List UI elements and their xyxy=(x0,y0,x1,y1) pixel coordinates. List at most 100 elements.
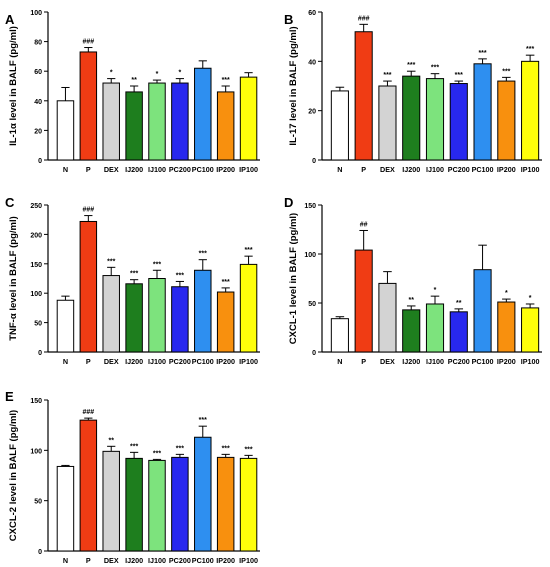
significance-label: ** xyxy=(456,300,462,307)
bar-pc100 xyxy=(473,269,492,353)
x-tick-label: IJ100 xyxy=(148,556,166,565)
bar-p xyxy=(79,51,98,161)
x-tick-label: PC100 xyxy=(192,556,214,565)
x-tick-label: IP100 xyxy=(239,357,258,366)
panel-letter: A xyxy=(5,12,15,27)
x-tick-label: IP100 xyxy=(521,165,540,174)
x-tick-label: N xyxy=(337,357,342,366)
bar-dex xyxy=(102,275,120,353)
bar-n xyxy=(330,90,349,161)
y-tick-label: 150 xyxy=(30,398,42,405)
chart-panel-e: E CXCL-2 level in BALF (pg/ml) 0 50 100 150 N #… xyxy=(5,389,260,565)
x-tick-label: IJ200 xyxy=(402,165,420,174)
bar-n xyxy=(56,465,75,552)
x-tick-label: P xyxy=(86,357,91,366)
chart-panel-a: AIL-1α level in BALF (pg/ml) 0 20 40 60 80 100… xyxy=(5,10,260,174)
bar-p xyxy=(354,31,373,161)
x-tick-label: IJ200 xyxy=(125,556,143,565)
significance-label: ### xyxy=(358,15,370,22)
bar-n xyxy=(56,299,75,353)
bar-pc200 xyxy=(449,311,468,353)
significance-label: *** xyxy=(199,251,207,258)
bar-ij100 xyxy=(425,78,445,161)
y-axis-label: IL-1α level in BALF (pg/ml) xyxy=(8,26,19,146)
bar-dex xyxy=(102,82,120,161)
x-tick-label: PC200 xyxy=(169,556,191,565)
x-tick-label: DEX xyxy=(104,165,119,174)
significance-label: *** xyxy=(383,72,391,79)
bar-ip100 xyxy=(239,263,258,353)
y-tick-label: 0 xyxy=(38,350,42,357)
bar-ip200 xyxy=(216,456,235,552)
significance-label: * xyxy=(179,70,182,77)
bar-ij100 xyxy=(148,82,166,161)
significance-label: *** xyxy=(222,445,230,452)
bar-ij200 xyxy=(125,283,143,353)
bar-ij200 xyxy=(125,91,143,161)
chart-panel-d: D CXCL-1 level in BALF (pg/ml) 0 50 100 150 N #… xyxy=(284,195,542,366)
bar-pc200 xyxy=(171,82,189,161)
y-axis-label: TNF-α level in BALF (pg/ml) xyxy=(8,216,19,341)
x-tick-label: P xyxy=(86,556,91,565)
x-tick-label: IJ100 xyxy=(148,357,166,366)
significance-label: *** xyxy=(153,261,161,268)
y-axis-label: CXCL-2 level in BALF (pg/ml) xyxy=(8,410,19,541)
x-tick-label: PC200 xyxy=(169,357,191,366)
y-tick-label: 20 xyxy=(34,128,42,135)
significance-label: *** xyxy=(526,46,534,53)
x-tick-label: DEX xyxy=(104,357,119,366)
significance-label: *** xyxy=(130,271,138,278)
x-tick-label: PC200 xyxy=(448,357,470,366)
y-tick-label: 150 xyxy=(304,203,316,210)
y-tick-label: 100 xyxy=(30,291,42,298)
y-tick-label: 0 xyxy=(312,158,316,165)
x-tick-label: IP100 xyxy=(239,556,258,565)
x-tick-label: IP200 xyxy=(216,556,235,565)
x-tick-label: N xyxy=(63,165,68,174)
x-tick-label: IP200 xyxy=(216,357,235,366)
significance-label: * xyxy=(505,290,508,297)
y-tick-label: 100 xyxy=(30,448,42,455)
significance-label: * xyxy=(110,70,113,77)
significance-label: ** xyxy=(131,77,137,84)
y-tick-label: 60 xyxy=(308,10,316,17)
significance-label: ### xyxy=(82,39,94,46)
significance-label: ** xyxy=(408,297,414,304)
significance-label: *** xyxy=(244,446,252,453)
bar-ip100 xyxy=(521,307,540,353)
x-tick-label: PC100 xyxy=(192,165,214,174)
x-tick-label: IP200 xyxy=(216,165,235,174)
x-tick-label: DEX xyxy=(380,357,395,366)
x-tick-label: IP100 xyxy=(521,357,540,366)
y-tick-label: 40 xyxy=(34,99,42,106)
y-tick-label: 40 xyxy=(308,59,316,66)
significance-label: *** xyxy=(478,50,486,57)
significance-label: ### xyxy=(82,409,94,416)
y-tick-label: 100 xyxy=(30,10,42,17)
y-tick-label: 50 xyxy=(34,321,42,328)
bar-dex xyxy=(378,85,397,161)
significance-label: *** xyxy=(502,68,510,75)
panel-letter: C xyxy=(5,195,15,210)
x-tick-label: IP100 xyxy=(239,165,258,174)
significance-label: ## xyxy=(360,221,368,228)
panel-letter: B xyxy=(284,12,293,27)
y-tick-label: 200 xyxy=(30,232,42,239)
bar-ip100 xyxy=(521,60,540,161)
significance-label: * xyxy=(434,287,437,294)
x-tick-label: N xyxy=(63,357,68,366)
bar-ip200 xyxy=(497,301,516,353)
x-tick-label: P xyxy=(361,165,366,174)
y-tick-label: 60 xyxy=(34,69,42,76)
bar-pc100 xyxy=(194,269,212,353)
y-tick-label: 0 xyxy=(312,350,316,357)
x-tick-label: IJ100 xyxy=(426,357,444,366)
bar-dex xyxy=(102,450,120,552)
bar-n xyxy=(330,318,349,353)
significance-label: *** xyxy=(176,445,184,452)
x-tick-label: PC100 xyxy=(472,357,494,366)
x-tick-label: PC200 xyxy=(448,165,470,174)
significance-label: *** xyxy=(407,62,415,69)
y-tick-label: 50 xyxy=(308,301,316,308)
